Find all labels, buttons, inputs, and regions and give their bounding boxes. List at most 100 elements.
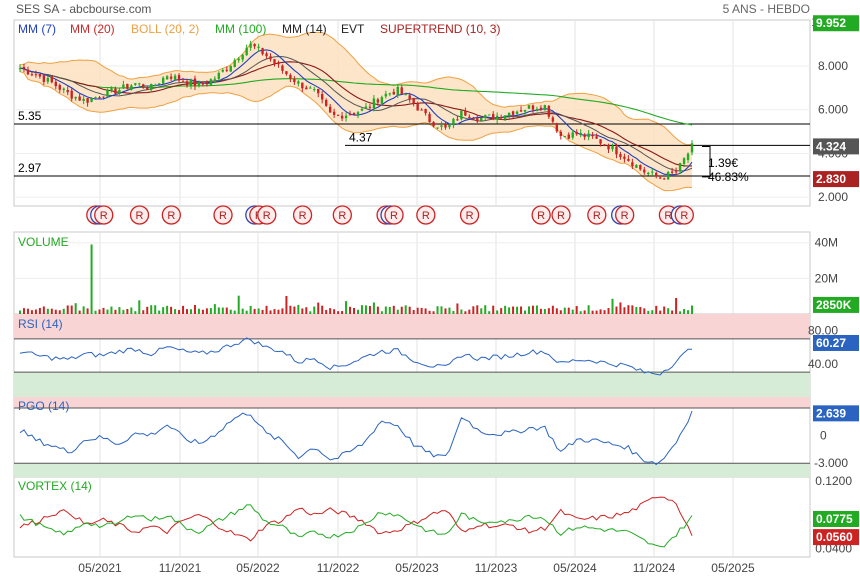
candle-body [599, 139, 602, 144]
volume-bar [98, 309, 101, 314]
candle-body [416, 103, 419, 111]
volume-bar [94, 310, 97, 314]
legend-supertrend[interactable]: SUPERTREND (10, 3) [380, 22, 500, 36]
candle-body [472, 118, 475, 120]
price-badge-bg [813, 138, 859, 155]
candle-body [70, 90, 73, 99]
candle-body [42, 75, 46, 82]
candle-body [647, 172, 650, 175]
candle-body [492, 114, 495, 120]
candle-body [157, 83, 161, 85]
vortex-tick-label: 0.1200 [815, 474, 852, 488]
volume-bar [34, 309, 37, 314]
candle-body [154, 84, 157, 86]
candle-body [189, 79, 193, 86]
legend-mm14[interactable]: MM (14) [282, 22, 327, 36]
pgo-high-zone [14, 397, 810, 409]
legend-mm100[interactable]: MM (100) [215, 22, 266, 36]
signal-marker-label: R [537, 210, 545, 222]
price-badge: 4.324 [816, 139, 846, 153]
legend-mm20[interactable]: MM (20) [70, 22, 115, 36]
volume-bar [543, 309, 546, 314]
legend-evt[interactable]: EVT [341, 22, 365, 36]
volume-bar [38, 307, 41, 314]
volume-bar [293, 306, 296, 314]
volume-bar [392, 305, 395, 314]
candle-body [265, 53, 268, 57]
volume-bar [472, 306, 475, 314]
candle-body [488, 114, 491, 116]
price-tick-label: 8.000 [818, 59, 848, 73]
signal-marker [674, 205, 694, 225]
volume-bar [651, 310, 654, 314]
x-tick-label: 05/2021 [78, 561, 122, 575]
volume-tick-label: 40M [815, 236, 838, 250]
candle-body [507, 112, 511, 116]
volume-bar [114, 309, 117, 314]
candle-body [74, 97, 77, 99]
volume-bar [452, 310, 455, 314]
volume-bar [353, 307, 356, 314]
volume-bar [126, 309, 129, 314]
x-tick-label: 05/2024 [553, 561, 597, 575]
volume-bar [464, 311, 467, 314]
legend-mm7[interactable]: MM (7) [18, 22, 56, 36]
volume-bar [524, 310, 527, 314]
candle-body [484, 115, 487, 118]
volume-bar [217, 307, 220, 314]
candle-body [575, 132, 578, 135]
candle-body [543, 105, 547, 111]
candle-body [659, 177, 662, 179]
volume-bar [201, 309, 204, 314]
candle-body [515, 111, 519, 115]
signal-marker-label: R [621, 210, 629, 222]
volume-bar [476, 305, 479, 314]
volume-bar [575, 306, 578, 314]
candle-body [352, 113, 356, 115]
candle-body [547, 105, 551, 117]
price-tick-label: 2.000 [818, 190, 848, 204]
candle-body [165, 76, 169, 80]
volume-bar [30, 310, 33, 314]
volume-bar [19, 310, 21, 314]
volume-bar [193, 305, 196, 314]
volume-bar [209, 308, 212, 314]
volume-bar [595, 310, 598, 314]
volume-bar [404, 305, 407, 314]
vortex-title: VORTEX (14) [18, 479, 92, 493]
candle-body [201, 82, 205, 85]
candle-body [674, 171, 678, 173]
volume-bar [547, 308, 550, 314]
pgo-line [19, 410, 693, 466]
candle-body [619, 154, 622, 158]
candle-body [225, 69, 228, 71]
legend-boll[interactable]: BOLL (20, 2) [131, 22, 199, 36]
volume-bar [448, 307, 451, 314]
candle-body [396, 86, 399, 96]
candle-body [305, 87, 308, 90]
volume-bar [531, 305, 534, 314]
vortex-minus-line [19, 496, 693, 542]
volume-bar [301, 308, 304, 314]
candle-body [635, 165, 638, 168]
candle-body [82, 98, 85, 101]
pgo-tick-label: 0 [820, 429, 827, 443]
candle-body [372, 98, 376, 109]
candle-body [519, 110, 523, 112]
volume-bar [583, 310, 586, 314]
candle-body [134, 83, 137, 85]
volume-bar [213, 304, 216, 314]
volume-bar [416, 307, 419, 314]
candle-body [106, 89, 109, 97]
volume-bar [368, 306, 371, 314]
volume-bar [42, 306, 45, 314]
pgo-title: PGO (14) [18, 399, 69, 413]
candle-body [476, 118, 479, 122]
candle-body [511, 111, 515, 115]
candle-body [249, 43, 252, 48]
volume-bar [655, 305, 658, 314]
volume-bar [66, 305, 69, 314]
candle-body [559, 131, 562, 136]
candle-body [595, 136, 598, 139]
period-label[interactable]: 5 ANS - HEBDO [723, 2, 810, 16]
